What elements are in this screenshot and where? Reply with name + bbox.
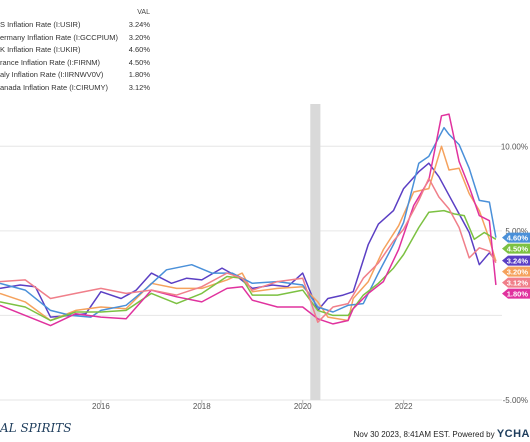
legend-value: 3.12%	[128, 82, 150, 92]
series-line	[0, 145, 497, 322]
value-badge-label: 1.80%	[507, 290, 529, 299]
legend-value: 4.60%	[128, 45, 150, 55]
legend-label: aly Inflation Rate (I:IIRNWV0V)	[0, 70, 104, 80]
value-badge-shape	[502, 266, 530, 277]
legend-label: K Inflation Rate (I:UKIR)	[0, 45, 81, 55]
value-badge: 4.60%	[502, 232, 530, 243]
series-line	[0, 209, 497, 322]
legend-value: 4.50%	[128, 57, 150, 67]
value-badge-label: 4.60%	[507, 234, 529, 243]
legend-row-uk: K Inflation Rate (I:UKIR) 4.60%	[0, 44, 160, 57]
legend-value: 3.24%	[128, 20, 150, 29]
legend-header: VAL	[137, 9, 150, 16]
x-tick-label: 2022	[395, 402, 413, 411]
value-badge-label: 4.50%	[507, 245, 529, 254]
series-line	[0, 177, 497, 323]
series-line	[0, 113, 497, 327]
y-tick-label: 5.00%	[505, 227, 528, 236]
legend-row-canada: anada Inflation Rate (I:CIRUMY) 3.12%	[0, 82, 160, 95]
ycharts-logo[interactable]: YCHA	[496, 428, 530, 440]
footer-attribution: Nov 30 2023, 8:41AM EST. Powered by YCHA	[354, 428, 530, 440]
value-badge-shape	[502, 232, 530, 243]
y-tick-label: 10.00%	[501, 142, 528, 151]
value-badge: 4.50%	[502, 243, 530, 254]
x-tick-label: 2020	[294, 402, 312, 411]
value-badge: 3.20%	[502, 266, 530, 277]
legend-value: 1.80%	[128, 70, 150, 80]
value-badge: 3.24%	[502, 255, 530, 266]
legend-label: rance Inflation Rate (I:FIRNM)	[0, 57, 101, 67]
value-badge-shape	[502, 243, 530, 254]
value-badge: 3.12%	[502, 277, 530, 288]
legend-row-us: S Inflation Rate (I:USIR) 3.24%	[0, 19, 160, 32]
legend-row-france: rance Inflation Rate (I:FIRNM) 4.50%	[0, 57, 160, 70]
series-line	[0, 126, 497, 318]
legend-label: ermany Inflation Rate (I:GCCPIUM)	[0, 32, 118, 42]
value-badge-shape	[502, 255, 530, 266]
footer-date: Nov 30 2023, 8:41AM EST. Powered by	[353, 430, 497, 439]
legend-row-germany: ermany Inflation Rate (I:GCCPIUM) 3.20%	[0, 32, 160, 45]
x-tick-label: 2016	[92, 402, 110, 411]
x-tick-label: 2018	[193, 402, 211, 411]
value-badge-label: 3.20%	[507, 268, 529, 277]
legend-row-italy: aly Inflation Rate (I:IIRNWV0V) 1.80%	[0, 69, 160, 82]
value-badge-shape	[502, 277, 530, 288]
legend-label: anada Inflation Rate (I:CIRUMY)	[0, 82, 108, 92]
brand-logo-left: AL SPIRITS	[0, 421, 72, 435]
value-badge-label: 3.24%	[507, 257, 529, 266]
value-badge-label: 3.12%	[507, 279, 529, 288]
value-badge: 1.80%	[502, 288, 530, 299]
legend-value: 3.20%	[128, 32, 150, 42]
value-badge-shape	[502, 288, 530, 299]
legend: VAL S Inflation Rate (I:USIR) 3.24% erman…	[0, 7, 160, 95]
recession-band	[310, 104, 321, 400]
legend-label: S Inflation Rate (I:USIR)	[0, 20, 81, 29]
y-tick-label: -5.00%	[503, 396, 528, 405]
